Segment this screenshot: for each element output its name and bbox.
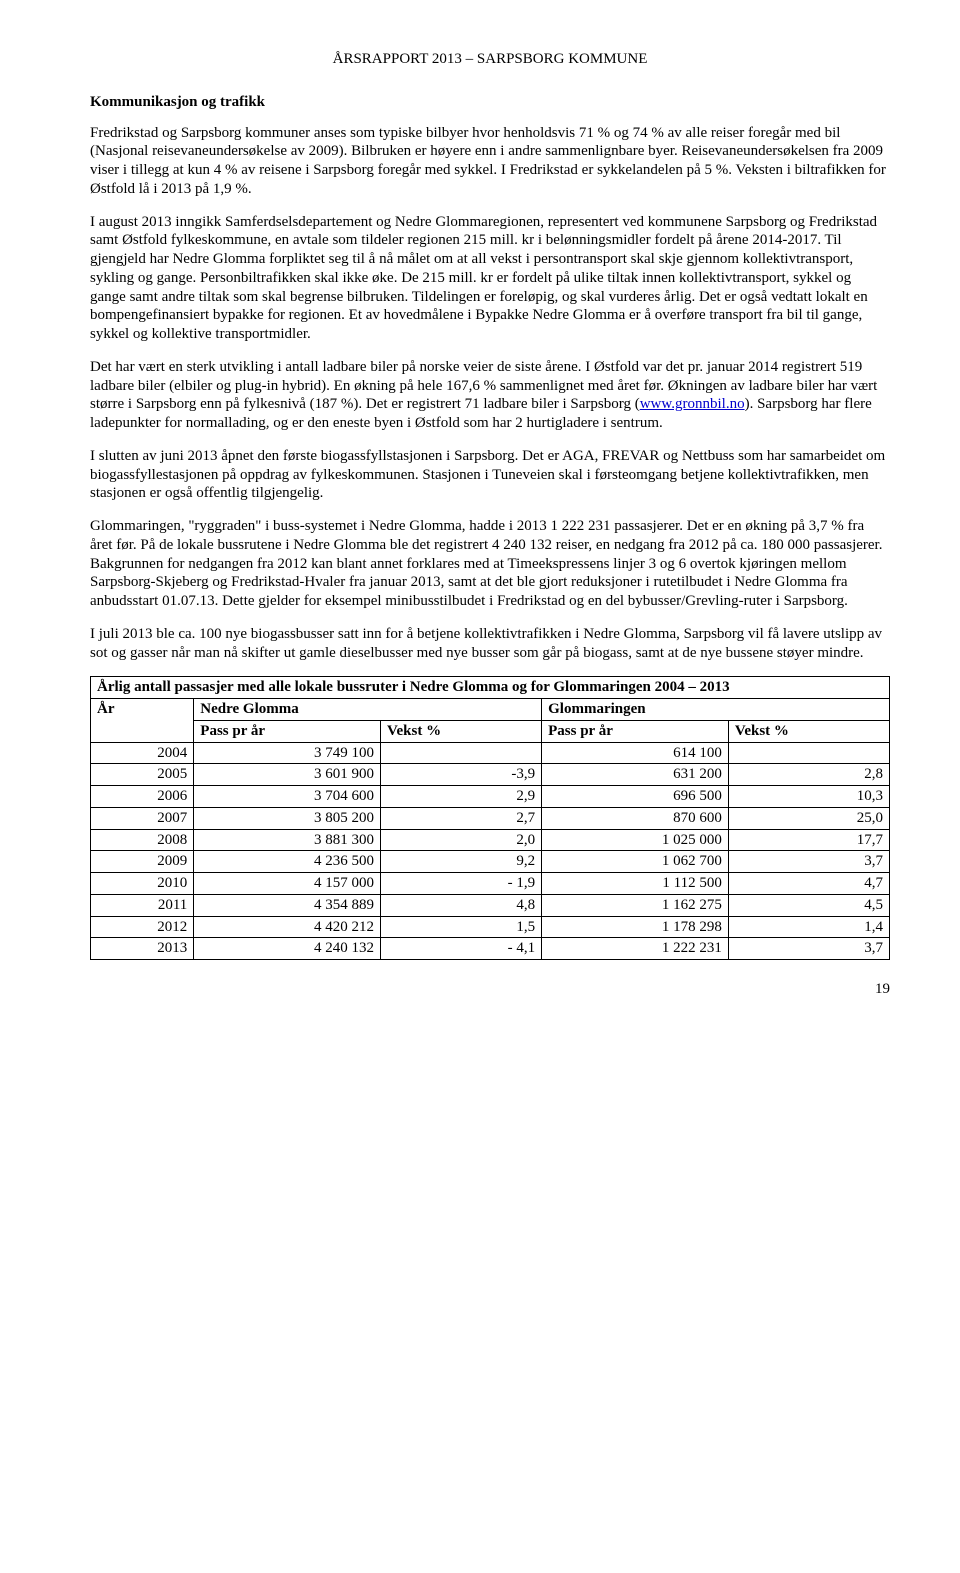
table-cell: 631 200 — [542, 764, 729, 786]
table-cell: 3 749 100 — [194, 742, 381, 764]
col-year: År — [91, 699, 194, 743]
table-cell: 4 354 889 — [194, 894, 381, 916]
table-cell: 614 100 — [542, 742, 729, 764]
paragraph-1: Fredrikstad og Sarpsborg kommuner anses … — [90, 124, 890, 199]
table-cell: 1 222 231 — [542, 938, 729, 960]
table-cell: 2011 — [91, 894, 194, 916]
table-row: 20134 240 132- 4,11 222 2313,7 — [91, 938, 890, 960]
table-cell: 3,7 — [728, 938, 889, 960]
table-cell — [728, 742, 889, 764]
table-cell: 2008 — [91, 829, 194, 851]
table-row: 20124 420 2121,51 178 2981,4 — [91, 916, 890, 938]
table-row: 20114 354 8894,81 162 2754,5 — [91, 894, 890, 916]
table-row: 20104 157 000- 1,91 112 5004,7 — [91, 873, 890, 895]
table-cell: 4,7 — [728, 873, 889, 895]
table-cell: 1 112 500 — [542, 873, 729, 895]
col-growth-1: Vekst % — [381, 720, 542, 742]
col-group-glomma: Glommaringen — [542, 699, 890, 721]
table-cell: 2012 — [91, 916, 194, 938]
table-row: 20053 601 900-3,9631 2002,8 — [91, 764, 890, 786]
table-cell: 1,5 — [381, 916, 542, 938]
paragraph-5: Glommaringen, "ryggraden" i buss-systeme… — [90, 517, 890, 611]
table-cell: 4 157 000 — [194, 873, 381, 895]
paragraph-4: I slutten av juni 2013 åpnet den første … — [90, 447, 890, 503]
table-cell — [381, 742, 542, 764]
table-cell: 870 600 — [542, 807, 729, 829]
page-number: 19 — [90, 980, 890, 999]
table-cell: 9,2 — [381, 851, 542, 873]
table-cell: 4,5 — [728, 894, 889, 916]
paragraph-2: I august 2013 inngikk Samferdselsdeparte… — [90, 213, 890, 344]
table-cell: 1,4 — [728, 916, 889, 938]
table-cell: 2007 — [91, 807, 194, 829]
table-cell: 17,7 — [728, 829, 889, 851]
table-cell: 2010 — [91, 873, 194, 895]
table-cell: 2,9 — [381, 786, 542, 808]
table-cell: - 4,1 — [381, 938, 542, 960]
gronnbil-link[interactable]: www.gronnbil.no — [640, 396, 745, 412]
table-cell: 3,7 — [728, 851, 889, 873]
col-group-nedre: Nedre Glomma — [194, 699, 542, 721]
table-cell: 3 704 600 — [194, 786, 381, 808]
table-cell: 3 601 900 — [194, 764, 381, 786]
table-row: 20083 881 3002,01 025 00017,7 — [91, 829, 890, 851]
table-cell: 1 178 298 — [542, 916, 729, 938]
table-cell: 2,7 — [381, 807, 542, 829]
table-cell: 4 420 212 — [194, 916, 381, 938]
section-title: Kommunikasjon og trafikk — [90, 93, 890, 112]
table-cell: 2005 — [91, 764, 194, 786]
paragraph-6: I juli 2013 ble ca. 100 nye biogassbusse… — [90, 625, 890, 663]
table-cell: 696 500 — [542, 786, 729, 808]
table-cell: 1 062 700 — [542, 851, 729, 873]
page-header: ÅRSRAPPORT 2013 – SARPSBORG KOMMUNE — [90, 50, 890, 69]
table-cell: 4,8 — [381, 894, 542, 916]
paragraph-3: Det har vært en sterk utvikling i antall… — [90, 358, 890, 433]
col-pass-1: Pass pr år — [194, 720, 381, 742]
col-pass-2: Pass pr år — [542, 720, 729, 742]
table-cell: 4 240 132 — [194, 938, 381, 960]
table-title: Årlig antall passasjer med alle lokale b… — [91, 677, 890, 699]
table-cell: 2013 — [91, 938, 194, 960]
table-row: 20043 749 100 614 100 — [91, 742, 890, 764]
table-cell: 25,0 — [728, 807, 889, 829]
table-cell: 2009 — [91, 851, 194, 873]
table-row: 20094 236 5009,21 062 7003,7 — [91, 851, 890, 873]
table-cell: - 1,9 — [381, 873, 542, 895]
table-cell: -3,9 — [381, 764, 542, 786]
table-cell: 2,0 — [381, 829, 542, 851]
table-cell: 2006 — [91, 786, 194, 808]
table-cell: 3 805 200 — [194, 807, 381, 829]
table-row: 20073 805 2002,7870 60025,0 — [91, 807, 890, 829]
table-cell: 1 162 275 — [542, 894, 729, 916]
passenger-table: Årlig antall passasjer med alle lokale b… — [90, 676, 890, 960]
table-cell: 2,8 — [728, 764, 889, 786]
table-cell: 2004 — [91, 742, 194, 764]
table-cell: 10,3 — [728, 786, 889, 808]
table-row: 20063 704 6002,9696 50010,3 — [91, 786, 890, 808]
table-cell: 1 025 000 — [542, 829, 729, 851]
col-growth-2: Vekst % — [728, 720, 889, 742]
table-cell: 3 881 300 — [194, 829, 381, 851]
table-cell: 4 236 500 — [194, 851, 381, 873]
